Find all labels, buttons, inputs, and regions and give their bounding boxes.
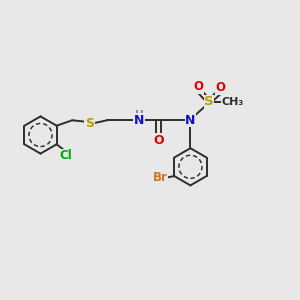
Text: N: N xyxy=(134,114,144,127)
Text: S: S xyxy=(204,95,214,108)
Text: S: S xyxy=(85,117,94,130)
Text: O: O xyxy=(194,80,203,93)
Text: Br: Br xyxy=(153,171,168,184)
Text: N: N xyxy=(185,114,196,127)
Text: Cl: Cl xyxy=(59,149,72,162)
Text: H: H xyxy=(135,110,143,120)
Text: O: O xyxy=(153,134,164,147)
Text: O: O xyxy=(215,81,225,94)
Text: CH₃: CH₃ xyxy=(222,97,244,107)
